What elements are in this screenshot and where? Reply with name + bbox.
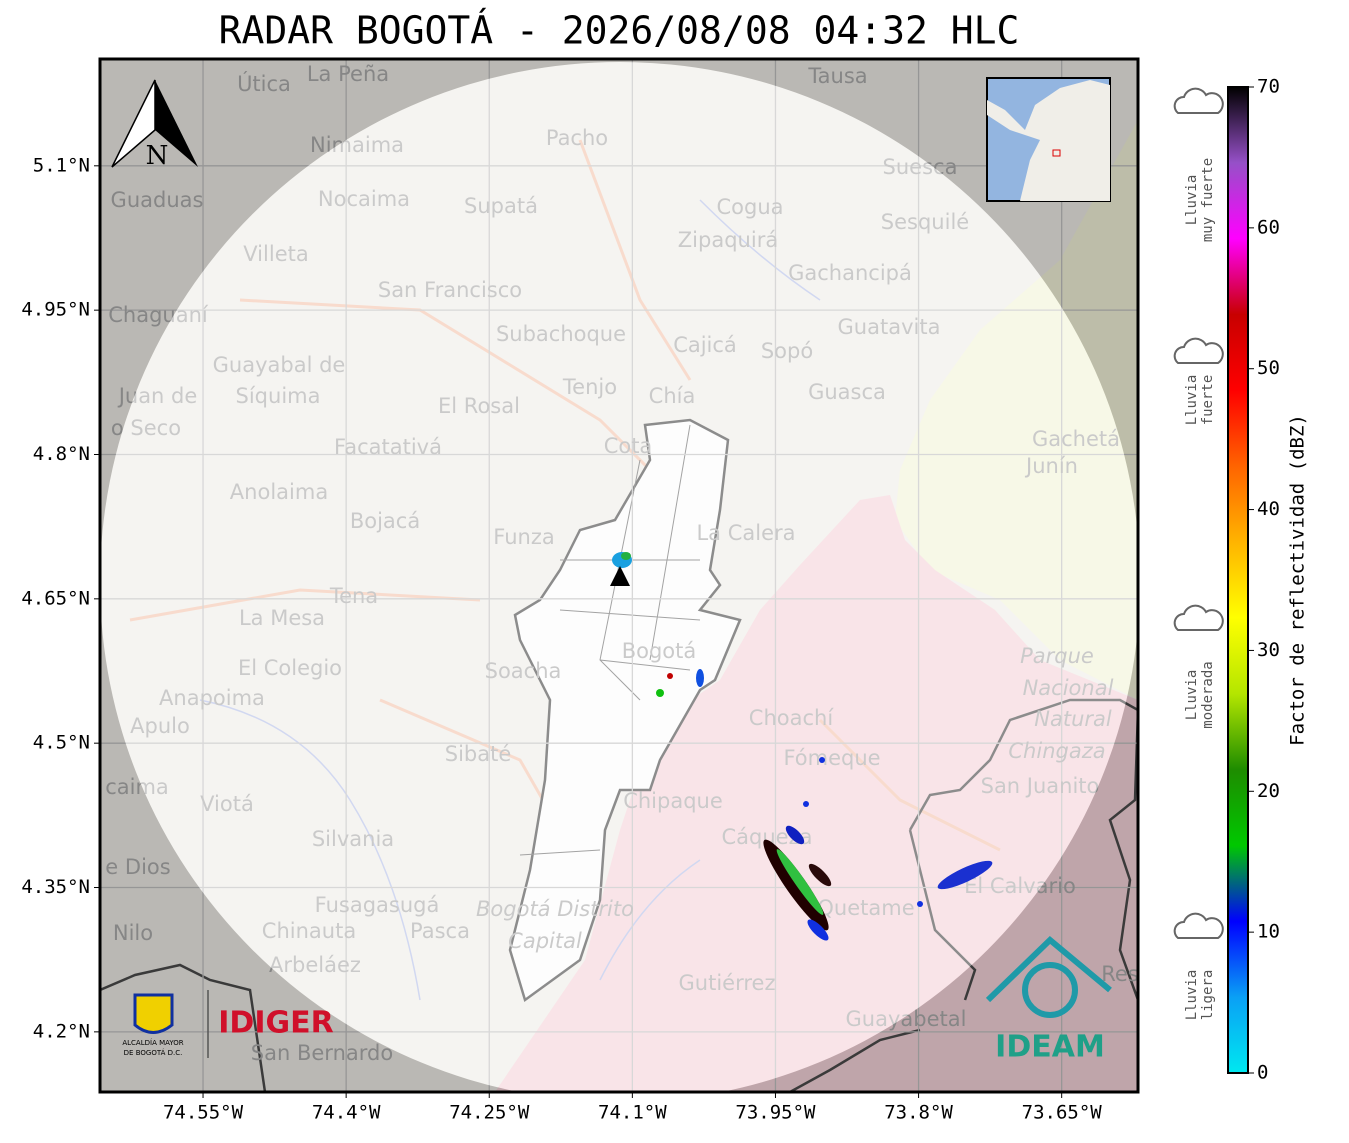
place-label: La Peña <box>307 62 389 86</box>
y-tick-label: 5.1°N <box>33 154 90 176</box>
place-label: Res <box>1101 962 1139 986</box>
colorbar-tick-label: 50 <box>1257 357 1280 379</box>
colorbar-label: Factor de reflectividad (dBZ) <box>1287 414 1309 746</box>
colorbar-tick-label: 0 <box>1257 1062 1268 1084</box>
x-tick-label: 73.95°W <box>735 1102 816 1124</box>
place-label: San Bernardo <box>251 1041 393 1065</box>
rain-legend-label: ligera <box>1200 970 1216 1021</box>
x-tick-label: 74.4°W <box>312 1102 381 1124</box>
colorbar-tick-label: 10 <box>1257 921 1280 943</box>
y-tick-label: 4.2°N <box>33 1020 90 1042</box>
logo-text: IDEAM <box>995 1030 1105 1065</box>
radar-site <box>610 566 630 586</box>
rain-legend-item: Lluvia moderada <box>1173 604 1224 729</box>
y-tick-label: 4.35°N <box>21 876 90 898</box>
place-label: e Dios <box>105 855 170 879</box>
rain-legend-item: Lluvia ligera <box>1173 912 1224 1021</box>
y-tick-label: 4.8°N <box>33 443 90 465</box>
rain-legend-item: Lluvia fuerte <box>1173 337 1224 426</box>
rain-legend-label: fuerte <box>1200 375 1216 426</box>
map: La PeñaÚticaTausaPachoNimaimaGuaduasNoca… <box>100 59 1139 1092</box>
cloud-icon <box>1173 604 1224 631</box>
rain-legend-label: Lluvia <box>1184 970 1200 1021</box>
place-label: Nilo <box>113 921 153 945</box>
north-label: N <box>146 141 169 171</box>
x-tick-label: 73.65°W <box>1022 1102 1103 1124</box>
rain-legend-label: muy fuerte <box>1200 158 1216 242</box>
x-tick-label: 73.8°W <box>884 1102 953 1124</box>
rain-legend-item: Lluvia muy fuerte <box>1173 87 1224 242</box>
y-tick-label: 4.95°N <box>21 299 90 321</box>
cloud-icon <box>1173 337 1224 364</box>
x-tick-label: 74.1°W <box>598 1102 667 1124</box>
radar-echoes <box>612 552 993 941</box>
inset-map <box>986 77 1111 202</box>
y-tick-label: 4.5°N <box>33 732 90 754</box>
north-arrow: N <box>111 79 198 171</box>
colorbar-tick-label: 70 <box>1257 76 1280 98</box>
logo-text: IDIGER <box>218 1006 333 1041</box>
place-label: Guaduas <box>111 188 204 212</box>
rain-legend-label: Lluvia <box>1184 375 1200 426</box>
colorbar-tick-label: 30 <box>1257 639 1280 661</box>
rain-legend-label: Lluvia <box>1184 175 1200 226</box>
colorbar-tick-label: 20 <box>1257 780 1280 802</box>
place-label: Tausa <box>807 64 867 88</box>
colorbar-tick-label: 40 <box>1257 498 1280 520</box>
map-frame <box>98 57 1140 1094</box>
rain-legend-label: moderada <box>1200 661 1216 728</box>
place-label: Útica <box>237 71 291 96</box>
y-tick-label: 4.65°N <box>21 587 90 609</box>
logos: ALCALDÍA MAYOR DE BOGOTÁ D.C. IDIGER IDE… <box>122 935 1112 1065</box>
cloud-icon <box>1173 912 1224 939</box>
rain-legend-label: Lluvia <box>1184 670 1200 721</box>
title: RADAR BOGOTÁ - 2026/08/08 04:32 HLC <box>219 9 1020 53</box>
logo-text: ALCALDÍA MAYOR <box>122 1038 183 1047</box>
x-tick-label: 74.55°W <box>163 1102 244 1124</box>
colorbar <box>1227 86 1249 1074</box>
cloud-icon <box>1173 87 1224 114</box>
colorbar-tick-label: 60 <box>1257 216 1280 238</box>
logo-text: DE BOGOTÁ D.C. <box>124 1048 183 1057</box>
x-tick-label: 74.25°W <box>449 1102 530 1124</box>
